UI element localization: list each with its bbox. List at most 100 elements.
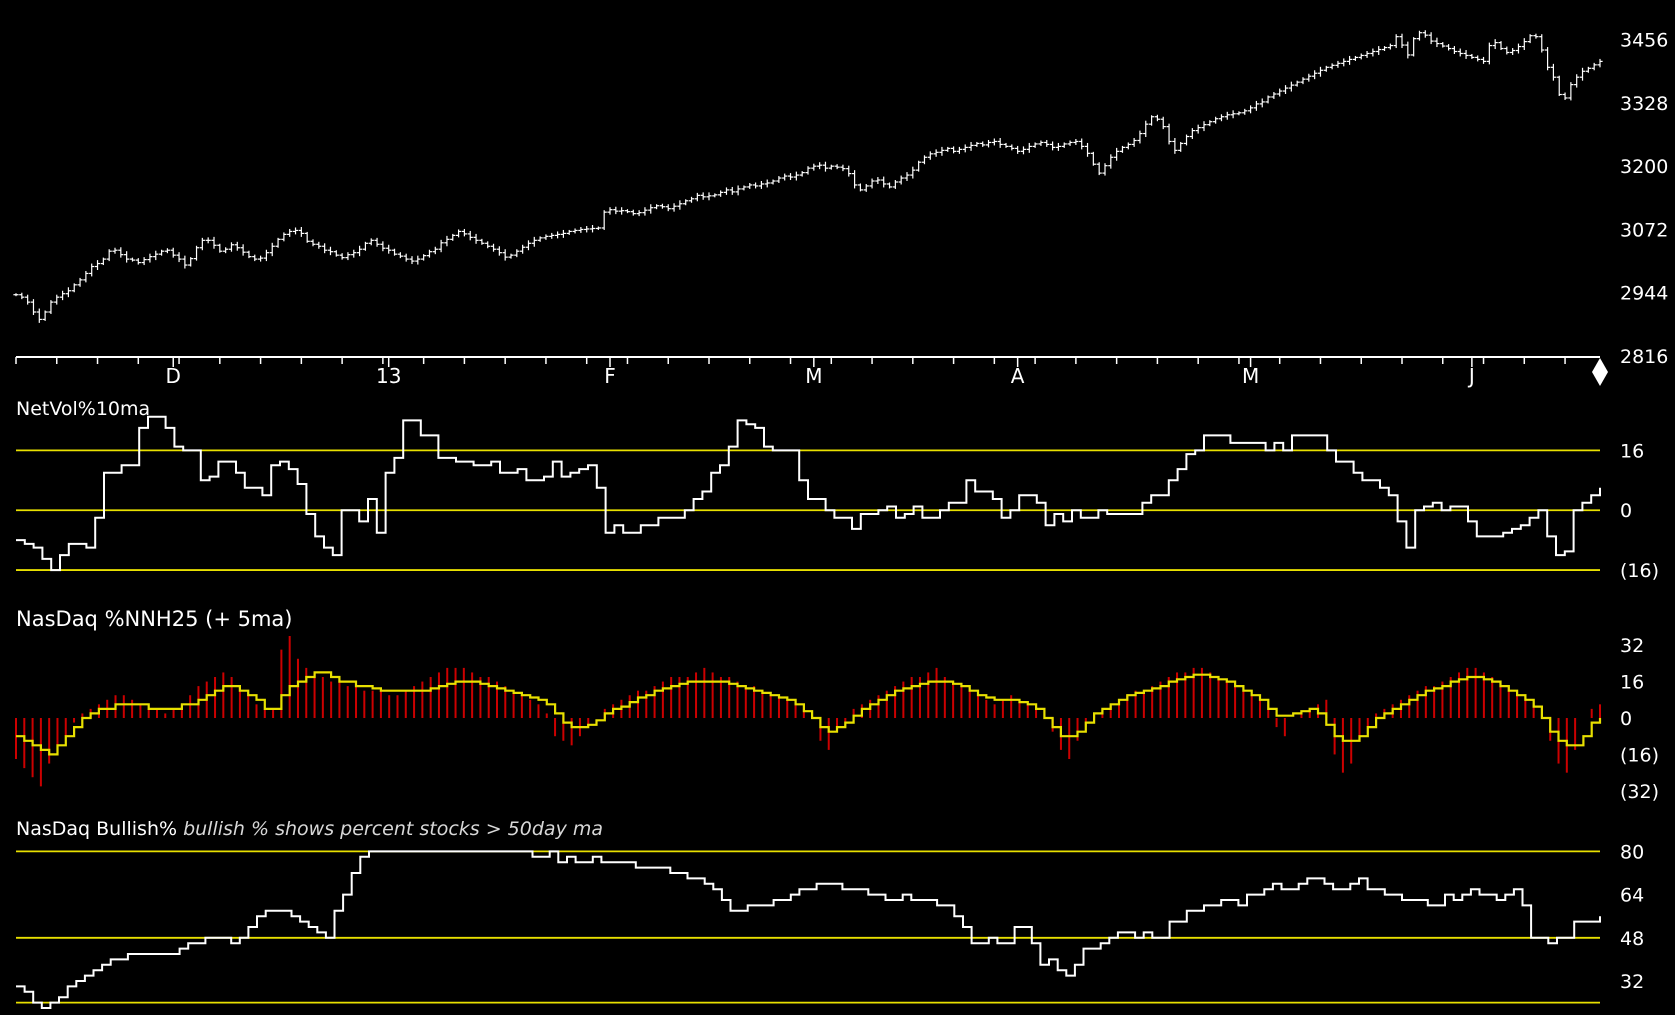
price-bar (1568, 82, 1574, 101)
price-bar (904, 172, 910, 182)
price-bar (1445, 44, 1452, 51)
price-bar (450, 233, 456, 241)
price-bar (752, 182, 759, 189)
price-bar (950, 146, 957, 154)
price-bar (1451, 46, 1458, 54)
price-bar (1003, 142, 1009, 148)
price-bar (1317, 66, 1324, 77)
price-bar (345, 252, 351, 261)
price-bar (1213, 116, 1219, 124)
price-bar (1073, 138, 1079, 145)
price-bar (1399, 33, 1405, 49)
price-bar (747, 182, 753, 189)
scroll-marker-icon (1592, 358, 1608, 386)
price-bar (129, 257, 136, 262)
price-bar (374, 237, 380, 247)
price-bar (170, 247, 176, 258)
price-bar (1370, 48, 1376, 57)
price-bar (380, 241, 386, 252)
price-bar (269, 242, 275, 257)
price-bar (776, 176, 782, 183)
price-bar (1090, 151, 1096, 166)
month-label: F (604, 364, 616, 388)
price-bar (1265, 95, 1271, 104)
price-bar (153, 250, 159, 261)
price-bar (921, 155, 928, 165)
price-bar (1131, 138, 1137, 147)
price-bar (1521, 38, 1527, 51)
price-bar (199, 237, 205, 251)
price-bar (822, 161, 829, 172)
price-bar (479, 238, 485, 245)
price-bar (316, 241, 322, 249)
price-bar (817, 162, 823, 170)
price-bar (1067, 140, 1073, 146)
price-bar (589, 225, 596, 233)
price-bar (1597, 58, 1603, 68)
price-bar (106, 249, 112, 262)
month-label: D (166, 364, 181, 388)
month-label: 13 (376, 364, 401, 388)
price-bar (1271, 92, 1277, 99)
price-bar (333, 250, 339, 257)
bullish-subtitle: bullish % shows percent stocks > 50day m… (183, 818, 603, 840)
price-bar (310, 239, 316, 247)
price-bar (630, 209, 636, 216)
price-bar (1428, 32, 1434, 45)
price-bar (158, 249, 165, 256)
price-bar (1510, 48, 1516, 55)
price-bar (25, 294, 31, 305)
price-bar (386, 244, 392, 254)
price-bar (30, 299, 37, 315)
price-bar (304, 231, 310, 243)
price-bar (397, 252, 403, 259)
price-bar (549, 232, 555, 239)
price-bar (1125, 142, 1131, 150)
price-bar (939, 146, 945, 156)
price-bar (700, 192, 706, 200)
price-bar (42, 310, 48, 321)
price-bar (543, 234, 549, 240)
price-bar (1440, 42, 1446, 48)
price-bar (298, 226, 304, 237)
price-bar (421, 254, 427, 261)
price-bar (531, 236, 537, 247)
price-bar (875, 177, 881, 184)
bullish-panel: NasDaq Bullish% bullish % shows percent … (16, 818, 1644, 1009)
price-bar (886, 182, 893, 189)
price-bar (368, 238, 374, 246)
price-bar (490, 243, 497, 252)
price-bar (292, 227, 299, 235)
price-bar (1009, 144, 1015, 151)
price-bar (1300, 77, 1306, 85)
price-bar (665, 204, 671, 212)
netvol-y-tick-label: 0 (1620, 500, 1632, 522)
price-bar (910, 166, 916, 179)
price-bar (485, 241, 491, 249)
price-bar (362, 241, 369, 251)
price-bar (584, 225, 590, 233)
price-bar (572, 228, 578, 234)
price-bar (36, 308, 42, 323)
price-bar (718, 190, 724, 197)
price-bar (846, 165, 852, 177)
price-bar (1230, 110, 1236, 119)
nnh-y-tick-label: 32 (1620, 635, 1644, 657)
price-bar (1207, 120, 1213, 127)
price-bar (811, 163, 817, 171)
price-bar (1574, 74, 1580, 88)
price-bar (962, 144, 968, 153)
price-bar (1282, 85, 1289, 95)
price-bar (48, 300, 54, 314)
price-bar (409, 256, 415, 265)
price-bar (1242, 108, 1248, 115)
price-bar (1218, 114, 1225, 122)
price-bar (1335, 60, 1341, 68)
price-bar (193, 245, 200, 261)
nnh-title: NasDaq %NNH25 (+ 5ma) (16, 607, 292, 631)
price-bar (898, 175, 904, 185)
price-bar (1015, 145, 1021, 154)
price-bar (653, 204, 660, 210)
price-bar (1201, 121, 1207, 132)
